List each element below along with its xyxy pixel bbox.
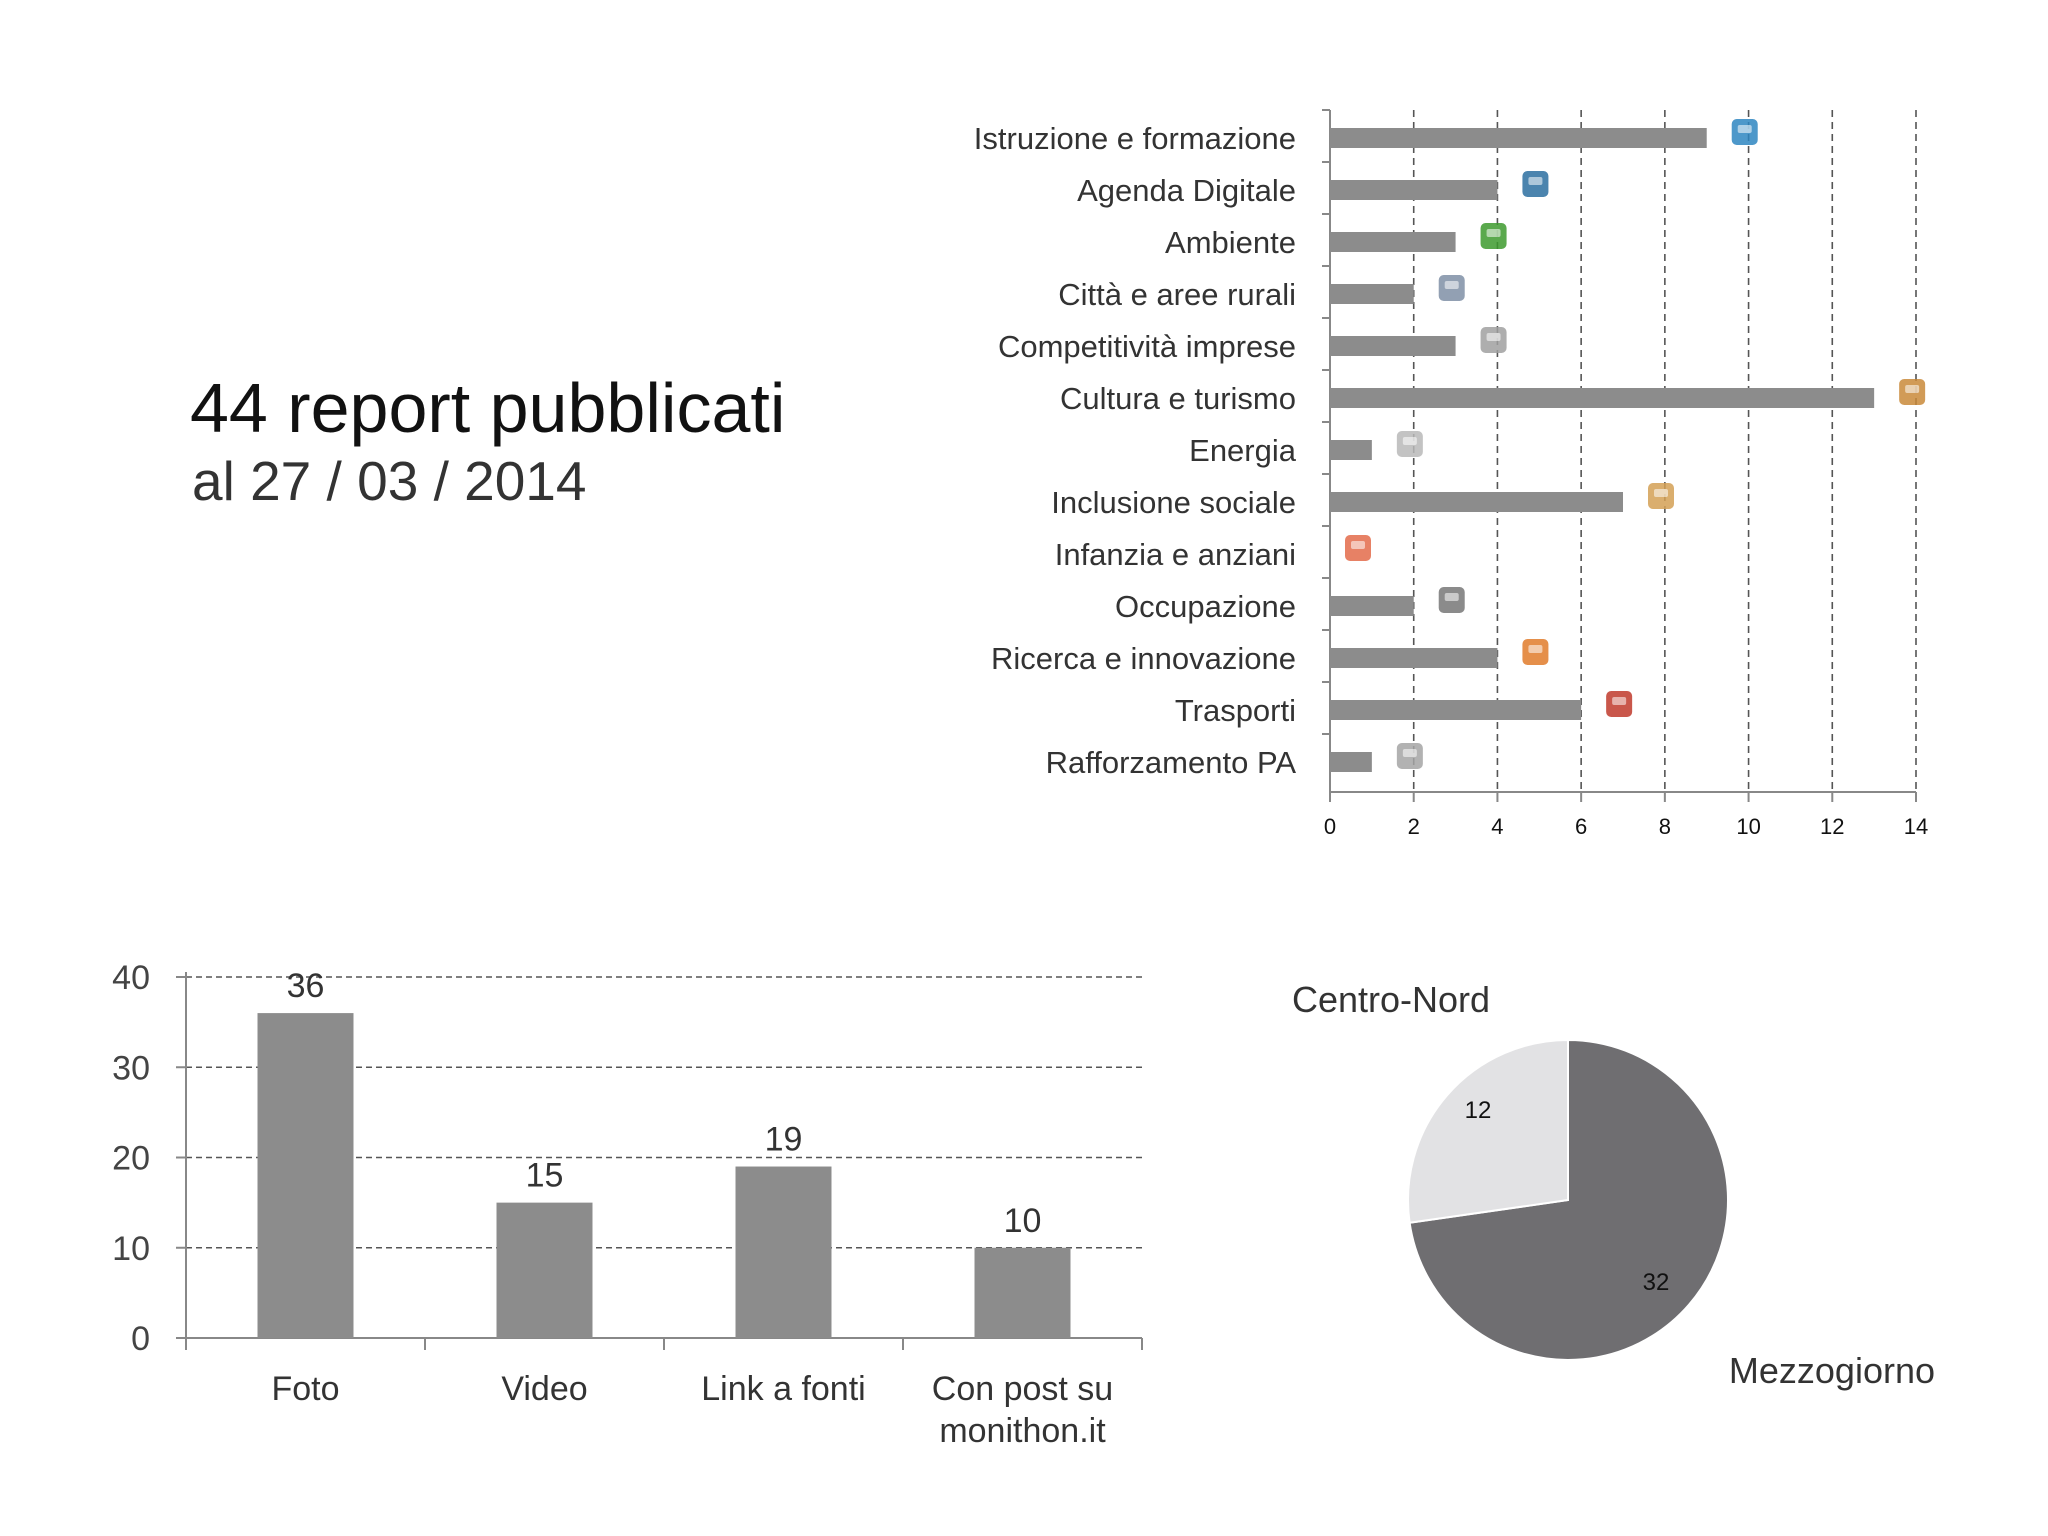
- category-label: Rafforzamento PA: [1046, 745, 1297, 780]
- palette-icon: [1899, 379, 1926, 405]
- content-bar-chart: 0 10 20 30 40 36 Foto 15 Video 19 Link a fonti 10 Co…: [112, 959, 1143, 1450]
- category-label: Occupazione: [1115, 589, 1296, 624]
- y-tick-label: 20: [112, 1140, 150, 1178]
- category-label: Istruzione e formazione: [974, 121, 1296, 156]
- y-tick-label: 40: [112, 959, 150, 997]
- bar-value-label: 10: [1004, 1202, 1042, 1240]
- pie-slice: [1407, 1038, 1569, 1224]
- category-label: Link a fonti: [701, 1370, 865, 1408]
- bar-value-label: 36: [287, 967, 325, 1005]
- area-pie-chart: 12 Centro-Nord 32 Mezzogiorno: [1292, 979, 1935, 1391]
- bar: [496, 1202, 593, 1338]
- category-label: Con post su: [932, 1370, 1113, 1408]
- category-label: Inclusione sociale: [1051, 485, 1296, 520]
- category-label: Video: [501, 1370, 587, 1408]
- category-label: Agenda Digitale: [1077, 173, 1296, 208]
- bar: [1330, 232, 1456, 252]
- page-title: 44 report pubblicati: [190, 369, 785, 447]
- factory-icon: [1480, 327, 1507, 353]
- girl-icon: [1345, 535, 1371, 561]
- slice-value-label: 12: [1465, 1097, 1492, 1124]
- safe-icon: [1396, 431, 1423, 457]
- city-icon: [1438, 275, 1465, 301]
- category-label: Energia: [1189, 433, 1297, 468]
- books-icon: [1731, 119, 1758, 145]
- category-label: Ambiente: [1165, 225, 1296, 260]
- x-tick-label: 12: [1820, 814, 1844, 839]
- y-tick-label: 30: [112, 1049, 150, 1087]
- x-tick-label: 4: [1491, 814, 1503, 839]
- x-tick-label: 0: [1324, 814, 1336, 839]
- bar: [1330, 752, 1372, 772]
- bar: [1330, 128, 1707, 148]
- train-icon: [1606, 691, 1633, 717]
- building-icon: [1396, 743, 1423, 769]
- x-tick-label: 14: [1904, 814, 1928, 839]
- bar: [735, 1166, 832, 1338]
- bar: [1330, 700, 1582, 720]
- slice-value-label: 32: [1643, 1269, 1670, 1296]
- wrench-icon: [1438, 587, 1465, 613]
- category-label: monithon.it: [939, 1412, 1106, 1450]
- bar: [1330, 440, 1372, 460]
- bar: [1330, 336, 1456, 356]
- flask-icon: [1522, 639, 1549, 665]
- category-label: Infanzia e anziani: [1055, 537, 1296, 572]
- bar: [1330, 596, 1414, 616]
- people-icon: [1648, 483, 1674, 509]
- category-label: Trasporti: [1175, 693, 1296, 728]
- category-label: Ricerca e innovazione: [991, 641, 1296, 676]
- bar: [1330, 492, 1623, 512]
- x-tick-label: 6: [1575, 814, 1587, 839]
- bar: [1330, 180, 1498, 200]
- x-tick-label: 10: [1736, 814, 1760, 839]
- category-label: Foto: [271, 1370, 339, 1408]
- page-subtitle: al 27 / 03 / 2014: [192, 450, 586, 512]
- category-label: Competitività imprese: [998, 329, 1296, 364]
- y-tick-label: 10: [112, 1230, 150, 1268]
- bar: [1330, 388, 1875, 408]
- slice-category-label: Mezzogiorno: [1729, 1350, 1935, 1391]
- bar-value-label: 19: [765, 1121, 803, 1159]
- bar: [1330, 284, 1414, 304]
- laptop-icon: [1522, 171, 1549, 197]
- topics-bar-chart: 0 2 4 6 8 10 12 14 Istruzione e formazione Agenda…: [974, 109, 1928, 839]
- bar-value-label: 15: [526, 1157, 564, 1195]
- bar: [1330, 648, 1498, 668]
- x-tick-label: 8: [1659, 814, 1671, 839]
- x-tick-label: 2: [1408, 814, 1420, 839]
- category-label: Città e aree rurali: [1058, 277, 1296, 312]
- tree-icon: [1480, 223, 1507, 249]
- y-tick-label: 0: [131, 1320, 150, 1358]
- bar: [257, 1013, 354, 1338]
- slice-category-label: Centro-Nord: [1292, 979, 1490, 1020]
- category-label: Cultura e turismo: [1060, 381, 1296, 416]
- bar: [974, 1247, 1071, 1338]
